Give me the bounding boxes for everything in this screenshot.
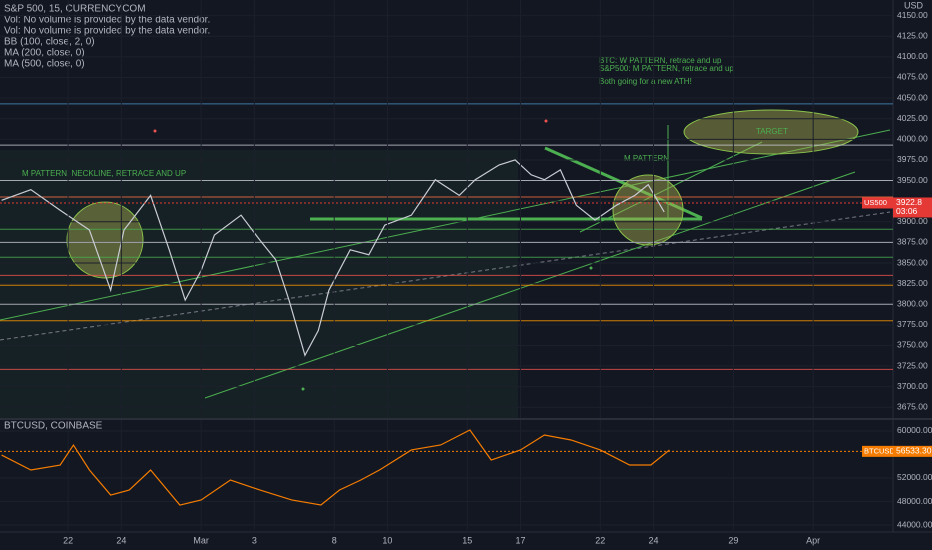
indicator-label: MA (200, close, 0) [4, 48, 85, 59]
y-tick-label: 4150.00 [897, 10, 928, 20]
axis-unit: USD [904, 0, 924, 10]
target-ellipse [683, 109, 859, 155]
y-tick-label: 4075.00 [897, 72, 928, 82]
dot [301, 387, 305, 391]
price-tag-box [893, 445, 932, 457]
annotation: M PATTERN, NECKLINE, RETRACE AND UP [22, 169, 186, 178]
y-tick-label: 3775.00 [897, 319, 928, 329]
indicator-label: Vol: No volume is provided by the data v… [4, 15, 210, 26]
x-tick-label: 15 [462, 535, 472, 545]
x-tick-label: 29 [728, 535, 738, 545]
annotation: Both going for a new ATH! [599, 77, 692, 86]
price-tag-name-box [862, 445, 893, 457]
y-tick-label: 52000.00 [897, 472, 932, 482]
price-line [1, 429, 670, 506]
drawings [0, 109, 891, 399]
indicator-label: MA (500, close, 0) [4, 59, 85, 70]
x-tick-label: Apr [806, 535, 820, 545]
price-tag-box [893, 197, 932, 218]
y-tick-label: 3950.00 [897, 175, 928, 185]
chart-title: S&P 500, 15, CURRENCYCOM [4, 4, 146, 15]
y-tick-label: 4050.00 [897, 92, 928, 102]
annotation: TARGET [756, 127, 788, 136]
y-tick-label: 3750.00 [897, 340, 928, 350]
price-tag-name: BTCUSD [864, 446, 895, 455]
dashed-trendline [0, 211, 891, 341]
x-tick-label: 17 [515, 535, 525, 545]
y-tick-label: 3800.00 [897, 298, 928, 308]
y-tick-label: 3850.00 [897, 257, 928, 267]
x-tick-label: 22 [595, 535, 605, 545]
annotation: M PATTERN [624, 154, 669, 163]
y-tick-label: 3900.00 [897, 216, 928, 226]
dot [544, 119, 548, 123]
price-tag-name: US500 [864, 198, 887, 207]
dot [153, 129, 157, 133]
x-tick-label: 24 [649, 535, 659, 545]
y-tick-label: 4125.00 [897, 31, 928, 41]
x-tick-label: 24 [116, 535, 126, 545]
price-tag-name-box [862, 197, 893, 209]
pattern-ellipse [66, 201, 144, 279]
chart-title: BTCUSD, COINBASE [4, 421, 103, 432]
trendline [0, 129, 891, 321]
y-tick-label: 3725.00 [897, 360, 928, 370]
annotation: S&P500: M PATTERN, retrace and up [599, 64, 734, 73]
y-tick-label: 60000.00 [897, 425, 932, 435]
pattern-ellipse [612, 174, 684, 246]
x-tick-label: Mar [193, 535, 209, 545]
annotation: BTC: W PATTERN, retrace and up [599, 56, 722, 65]
y-tick-label: 3875.00 [897, 237, 928, 247]
x-tick-label: 22 [63, 535, 73, 545]
price-tag-time: 03:06 [896, 206, 918, 216]
x-tick-label: 3 [252, 535, 257, 545]
x-tick-label: 10 [382, 535, 392, 545]
indicator-label: BB (100, close, 2, 0) [4, 37, 95, 48]
y-tick-label: 3975.00 [897, 154, 928, 164]
y-tick-label: 3700.00 [897, 381, 928, 391]
dot [589, 266, 593, 270]
indicator-label: Vol: No volume is provided by the data v… [4, 26, 210, 37]
y-tick-label: 44000.00 [897, 519, 932, 529]
price-tag-value: 3922.8 [896, 197, 922, 207]
y-tick-label: 48000.00 [897, 496, 932, 506]
y-tick-label: 4025.00 [897, 113, 928, 123]
y-tick-label: 3825.00 [897, 278, 928, 288]
y-tick-label: 3675.00 [897, 402, 928, 412]
y-tick-label: 4000.00 [897, 134, 928, 144]
target-arrow [579, 141, 763, 233]
y-tick-label: 4100.00 [897, 51, 928, 61]
price-line [1, 159, 665, 357]
price-tag-value: 56533.30 [896, 446, 932, 456]
x-tick-label: 8 [332, 535, 337, 545]
